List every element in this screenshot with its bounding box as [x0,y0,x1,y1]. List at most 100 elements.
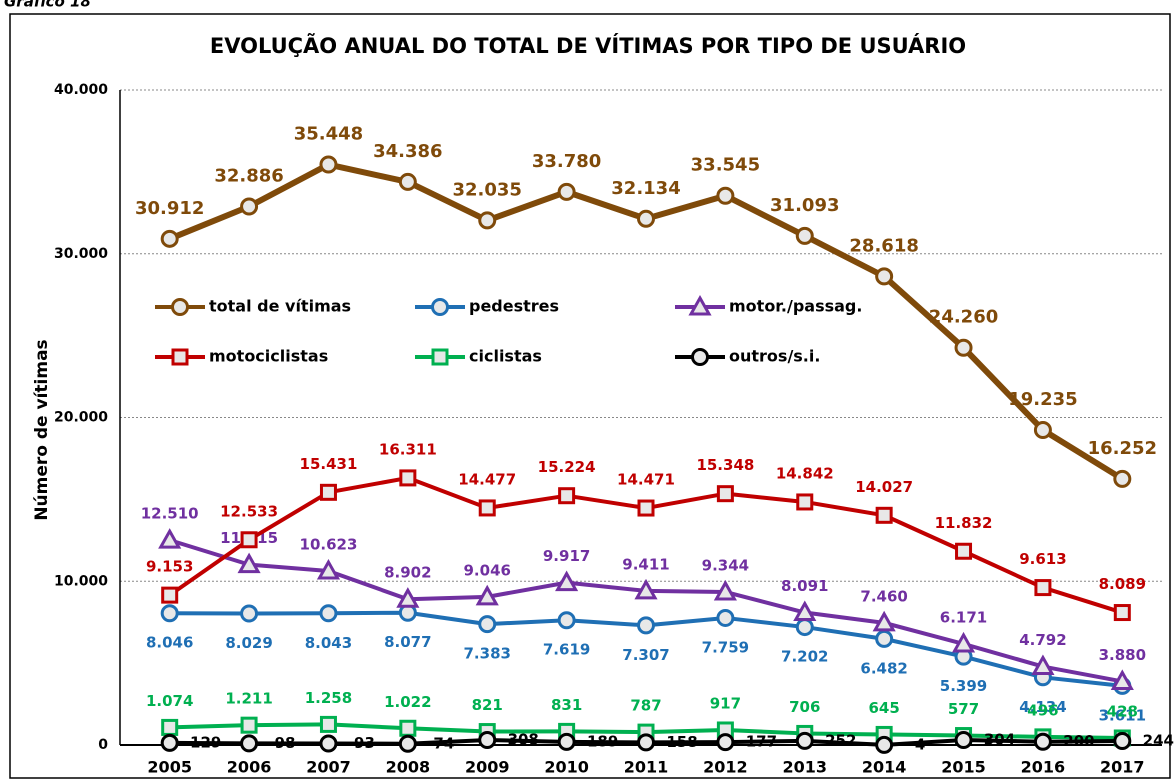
data-point [637,616,655,635]
data-point [875,629,894,648]
data-label: 7.619 [543,641,590,659]
data-point [160,229,179,248]
data-label: 8.046 [146,634,193,652]
legend-marker [688,294,712,316]
x-tick-label: 2008 [386,758,431,777]
data-label: 496 [1027,701,1058,719]
data-point [161,718,179,736]
data-label: 7.759 [702,638,749,656]
data-label: 8.902 [384,564,431,582]
y-tick-label: 40.000 [54,82,108,98]
data-point [1113,732,1132,751]
data-label: 12.510 [141,505,199,523]
chart-title: EVOLUÇÃO ANUAL DO TOTAL DE VÍTIMAS POR T… [210,33,966,58]
data-point [1113,604,1131,622]
data-point [240,604,259,623]
data-label: 1.258 [305,689,352,707]
data-label: 14.842 [776,464,834,482]
data-point [637,733,655,752]
data-label: 14.477 [458,470,516,488]
data-label: 1.211 [225,690,272,708]
data-label: 7.307 [622,646,669,664]
data-point [875,506,893,524]
data-label: 158 [666,733,697,751]
data-label: 30.912 [135,198,204,219]
data-label: 9.917 [543,547,590,565]
legend-label: total de vítimas [209,297,351,316]
data-label: 577 [948,700,979,718]
data-label: 8.043 [305,634,352,652]
data-point [1034,579,1052,597]
data-label: 14.471 [617,471,675,489]
data-label: 428 [1107,702,1138,720]
data-point [557,732,576,751]
y-tick-label: 20.000 [54,410,108,426]
data-label: 31.093 [770,195,839,216]
data-label: 4.792 [1019,631,1066,649]
data-point [161,586,179,604]
y-tick-label: 0 [98,737,108,753]
legend-label: ciclistas [469,347,542,366]
data-label: 9.613 [1019,550,1066,568]
legend-label: motor./passag. [729,297,862,316]
data-label: 32.134 [611,178,680,199]
data-label: 7.202 [781,648,828,666]
data-point [558,487,576,505]
x-tick-label: 2016 [1021,758,1066,777]
x-tick-label: 2013 [783,758,828,777]
x-tick-label: 2015 [941,758,986,777]
data-label: 1.022 [384,693,431,711]
x-tick-label: 2017 [1100,758,1145,777]
legend-marker [691,348,709,366]
data-point [875,267,894,286]
data-point [398,734,417,753]
data-point [555,570,579,592]
data-label: 9.344 [702,556,749,574]
x-tick-label: 2014 [862,758,907,777]
data-label: 9.046 [464,561,511,579]
y-tick-label: 10.000 [54,573,108,589]
data-label: 1.074 [146,692,193,710]
data-label: 8.029 [225,634,272,652]
data-point [954,338,973,357]
data-point [475,584,499,606]
data-label: 16.311 [379,440,437,458]
data-point [158,528,182,549]
data-point [240,531,258,549]
data-point [557,611,576,630]
legend-marker [431,348,449,366]
data-label: 28.618 [849,235,918,256]
frame [9,13,1171,779]
legend-label: pedestres [469,297,559,316]
data-point [955,542,973,560]
data-point [1110,669,1134,690]
data-label: 787 [630,697,661,715]
x-tick-label: 2011 [624,758,669,777]
data-point [795,226,814,245]
data-point [478,615,497,634]
data-point [875,735,894,754]
data-point [795,618,814,637]
data-label: 252 [825,731,856,749]
data-label: 7.460 [860,587,907,605]
legend-marker [171,348,189,366]
data-point [478,730,497,749]
legend-marker [431,298,449,316]
legend-marker [171,298,189,316]
data-label: 35.448 [294,124,363,145]
data-point [319,483,337,501]
x-tick-label: 2005 [147,758,192,777]
data-point [793,600,817,622]
data-label: 19.235 [1008,389,1077,410]
x-tick-label: 2006 [227,758,272,777]
data-point [716,485,734,503]
data-point [637,209,655,228]
data-label: 3.611 [1099,706,1146,724]
data-point [398,172,417,191]
data-point [240,197,259,216]
data-point [796,493,814,511]
data-point [240,716,258,734]
data-label: 12.533 [220,502,278,520]
x-tick-label: 2007 [306,758,351,777]
data-label: 32.035 [452,179,521,200]
